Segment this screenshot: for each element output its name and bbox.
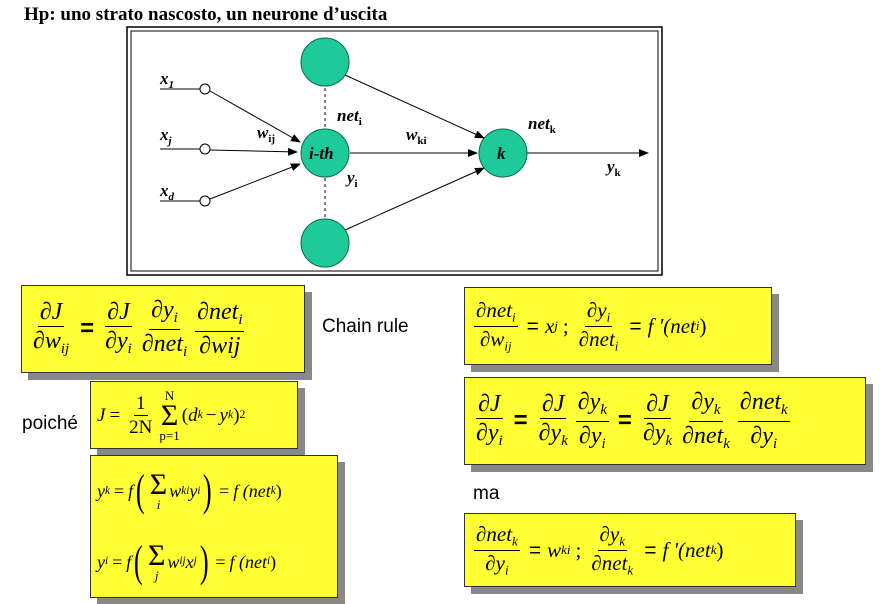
label-wki: wki xyxy=(406,125,427,147)
fraction-dneti-dwij: ∂neti ∂wij xyxy=(195,299,245,359)
fraction-dyi-dneti: ∂yi ∂neti xyxy=(141,297,188,360)
chain-rule-label: Chain rule xyxy=(322,316,409,337)
label-xd: xd xyxy=(159,181,175,203)
label-y-i: yi xyxy=(345,168,358,190)
label-hidden-ith: i-th xyxy=(309,144,334,163)
fraction-dJ-dyi: ∂J ∂yi xyxy=(105,299,132,358)
label-output-k: k xyxy=(497,144,506,163)
label-net-i: neti xyxy=(337,106,362,128)
hidden-node-bottom xyxy=(300,218,350,268)
output-node-k xyxy=(478,128,528,178)
input-node-x1 xyxy=(199,83,211,95)
input-node-xd xyxy=(199,195,211,207)
edge-xj-hidden xyxy=(209,147,298,156)
input-node-xj xyxy=(199,143,211,155)
hidden-node-i xyxy=(300,128,350,178)
dJ-dyi-equation: ∂J ∂yi = ∂J ∂yk ∂yk ∂yi = ∂J ∂yk ∂yk ∂ne… xyxy=(464,377,866,465)
label-x1: x1 xyxy=(159,69,174,91)
edge-xd-hidden xyxy=(209,163,301,200)
derivative-netk-equation: ∂netk ∂yi = w ki ; ∂yk ∂netk = f '(net k) xyxy=(464,513,796,587)
hidden-node-top xyxy=(300,37,350,87)
edge-top-output xyxy=(344,74,485,139)
label-xj: xj xyxy=(159,125,173,147)
label-net-k: netk xyxy=(528,114,557,136)
label-wij: wij xyxy=(257,123,275,145)
diagram-frame-outer xyxy=(126,26,663,276)
poiche-label: poiché xyxy=(22,413,78,434)
edge-bottom-output xyxy=(344,167,485,231)
label-y-k: yk xyxy=(605,157,622,179)
page-title: Hp: uno strato nascosto, un neurone d’us… xyxy=(24,4,388,25)
diagram-frame-inner xyxy=(130,30,659,272)
chain-rule-equation: ∂J ∂wij = ∂J ∂yi ∂yi ∂neti ∂neti ∂wij xyxy=(21,285,305,373)
edge-x1-hidden xyxy=(209,90,301,143)
ma-label: ma xyxy=(473,483,500,504)
fraction-dJ-dwij: ∂J ∂wij xyxy=(33,299,70,358)
